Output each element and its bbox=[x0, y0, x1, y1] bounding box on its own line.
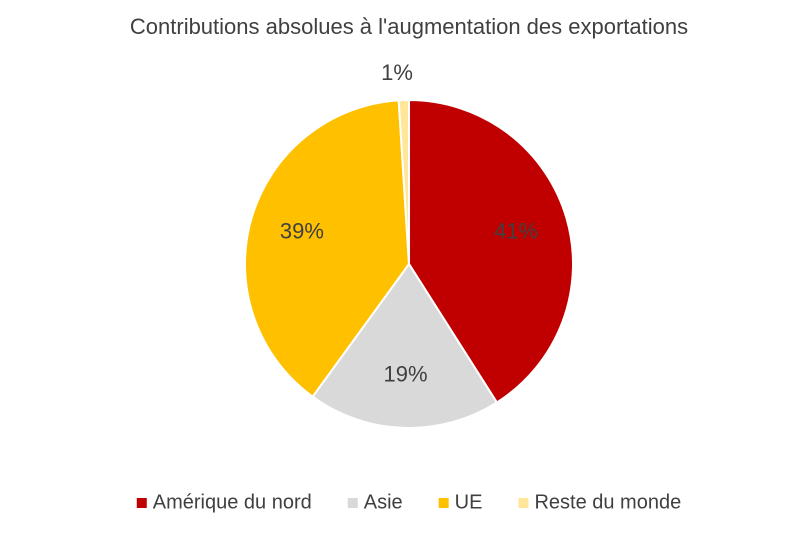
legend-label: Amérique du nord bbox=[153, 491, 312, 513]
legend-label: Reste du monde bbox=[534, 491, 681, 513]
pie-slice bbox=[244, 99, 411, 399]
legend-label: Asie bbox=[364, 491, 403, 513]
legend-swatch bbox=[347, 498, 358, 508]
data-label: 19% bbox=[383, 361, 427, 386]
legend-swatch bbox=[136, 498, 147, 508]
legend-label: UE bbox=[455, 491, 483, 513]
legend-swatch bbox=[438, 498, 449, 508]
data-label: 41% bbox=[494, 219, 538, 244]
legend-swatch bbox=[518, 498, 529, 508]
data-label: 39% bbox=[280, 219, 324, 244]
chart-title: Contributions absolues à l'augmentation … bbox=[130, 14, 688, 39]
pie-slice bbox=[397, 98, 410, 265]
data-label: 1% bbox=[381, 60, 413, 85]
pie-slice bbox=[311, 262, 499, 429]
